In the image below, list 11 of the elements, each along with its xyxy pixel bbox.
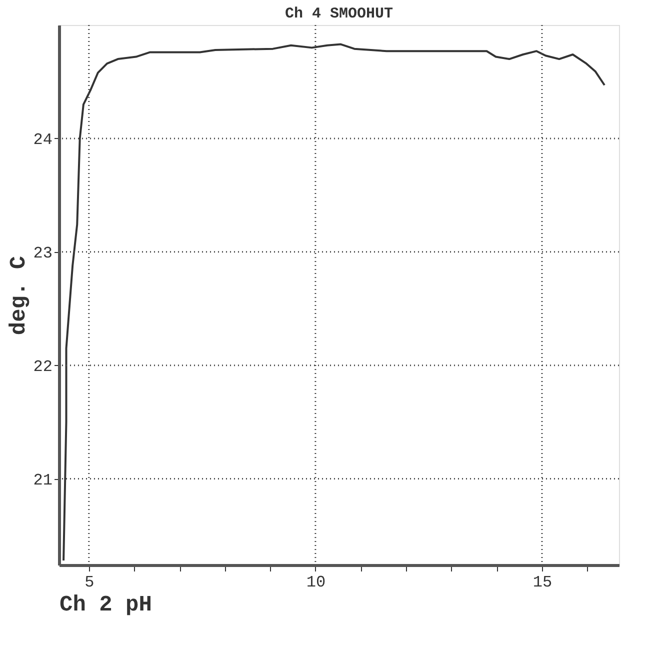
y-tick-label: 21 xyxy=(33,471,52,490)
x-tick-label: 15 xyxy=(532,574,552,592)
x-axis-title: Ch 2 pH xyxy=(60,592,152,618)
y-tick-label: 23 xyxy=(33,244,52,262)
y-tick-label: 24 xyxy=(33,130,52,149)
y-tick-label: 22 xyxy=(33,358,52,376)
line-series xyxy=(62,43,606,562)
chart-title: Ch 4 SMOOHUT xyxy=(284,5,394,22)
x-tick-label: 5 xyxy=(84,574,94,592)
x-tick-label: 10 xyxy=(306,574,326,592)
y-axis-title: deg. C xyxy=(6,256,32,336)
